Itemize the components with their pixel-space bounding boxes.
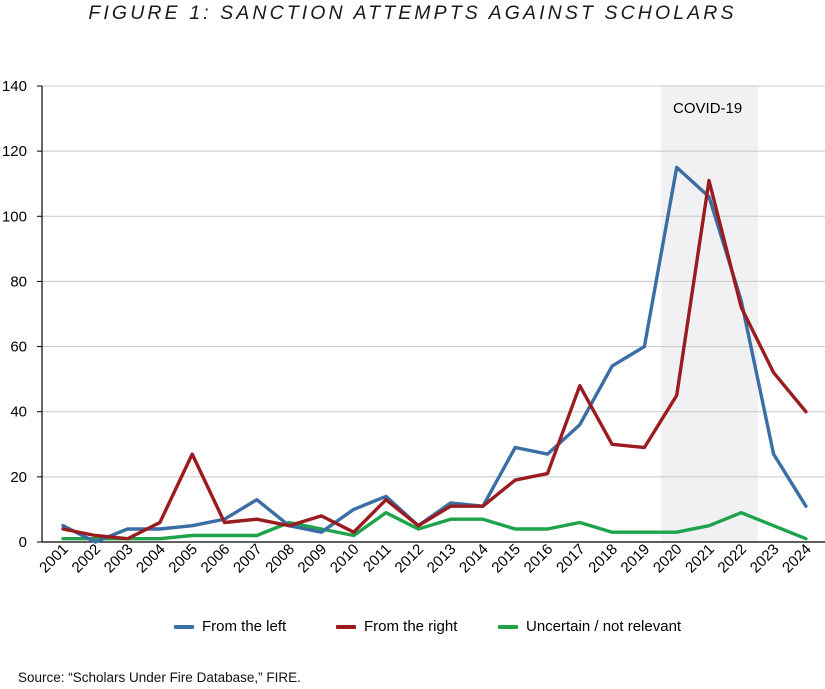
x-tick-label: 2001 bbox=[36, 541, 72, 577]
chart-title: FIGURE 1: SANCTION ATTEMPTS AGAINST SCHO… bbox=[88, 2, 737, 24]
legend: From the left From the right Uncertain / n… bbox=[0, 618, 825, 640]
legend-item: Uncertain / not relevant bbox=[498, 618, 681, 635]
x-tick-label: 2018 bbox=[585, 541, 621, 577]
x-tick-label: 2004 bbox=[133, 541, 169, 577]
legend-swatch bbox=[336, 624, 356, 629]
x-tick-label: 2008 bbox=[262, 541, 298, 577]
x-tick-label: 2006 bbox=[198, 541, 234, 577]
series-line-from-the-right bbox=[61, 178, 808, 541]
x-tick-label: 2003 bbox=[101, 541, 137, 577]
line-chart: COVID-19 0204060801001201402001200220032… bbox=[2, 78, 825, 577]
legend-item: From the left bbox=[174, 618, 286, 635]
y-tick-label: 20 bbox=[10, 469, 27, 486]
x-tick-label: 2024 bbox=[779, 541, 815, 577]
x-tick-label: 2011 bbox=[360, 541, 395, 576]
x-tick-label: 2009 bbox=[295, 541, 331, 577]
y-tick-label: 140 bbox=[2, 78, 27, 95]
legend-swatch bbox=[174, 624, 194, 629]
y-tick-label: 100 bbox=[2, 208, 27, 225]
x-tick-label: 2014 bbox=[456, 541, 492, 577]
x-tick-label: 2017 bbox=[553, 541, 589, 577]
legend-swatch bbox=[498, 624, 518, 629]
x-tick-label: 2005 bbox=[165, 541, 201, 577]
source-note: Source: “Scholars Under Fire Database,” … bbox=[18, 670, 301, 685]
y-tick-label: 0 bbox=[19, 534, 27, 551]
x-tick-label: 2015 bbox=[488, 541, 524, 577]
y-tick-label: 120 bbox=[2, 143, 27, 160]
covid-shaded-region bbox=[661, 86, 759, 542]
covid-shade-layer: COVID-19 bbox=[661, 86, 759, 542]
legend-label: From the right bbox=[364, 618, 458, 635]
series-line-uncertain-not-relevant bbox=[61, 511, 808, 541]
y-tick-label: 80 bbox=[10, 273, 27, 290]
x-tick-label: 2012 bbox=[392, 541, 428, 577]
x-tick-label: 2013 bbox=[424, 541, 460, 577]
x-tick-label: 2020 bbox=[650, 541, 686, 577]
axes bbox=[37, 85, 825, 543]
legend-label: Uncertain / not relevant bbox=[526, 618, 682, 635]
x-tick-label: 2022 bbox=[715, 541, 751, 577]
x-tick-label: 2019 bbox=[618, 541, 654, 577]
series-lines bbox=[61, 165, 808, 544]
x-tick-label: 2016 bbox=[521, 541, 557, 577]
covid-label: COVID-19 bbox=[673, 100, 742, 117]
y-tick-label: 60 bbox=[10, 339, 27, 356]
legend-label: From the left bbox=[202, 618, 287, 635]
x-tick-label: 2010 bbox=[327, 541, 363, 577]
legend-item: From the right bbox=[336, 618, 457, 635]
x-tick-label: 2023 bbox=[747, 541, 783, 577]
y-tick-label: 40 bbox=[10, 404, 27, 421]
x-tick-label: 2002 bbox=[69, 541, 105, 577]
x-tick-label: 2007 bbox=[230, 541, 266, 577]
x-tick-label: 2021 bbox=[682, 541, 718, 577]
